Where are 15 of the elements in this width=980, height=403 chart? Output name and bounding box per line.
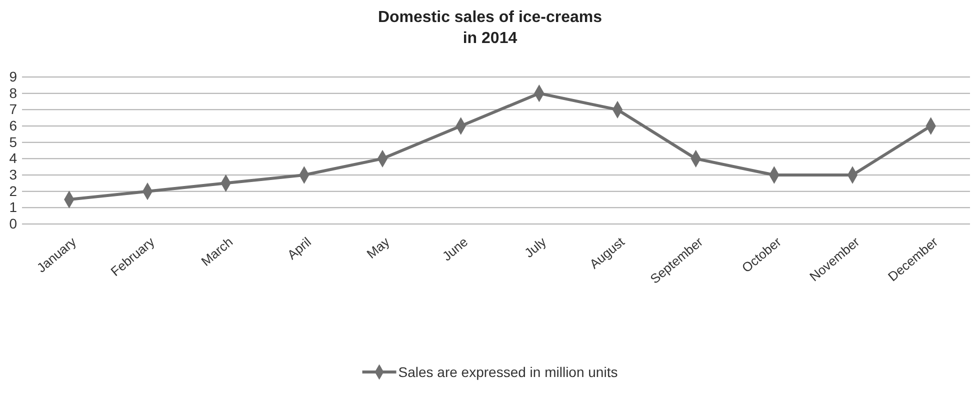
y-tick-label: 2 bbox=[9, 182, 18, 199]
legend-label: Sales are expressed in million units bbox=[398, 364, 618, 380]
chart-title: Domestic sales of ice-creams in 2014 bbox=[378, 9, 602, 47]
y-tick-label: 6 bbox=[9, 117, 18, 134]
y-tick-label: 8 bbox=[9, 84, 18, 101]
x-tick-label: May bbox=[364, 234, 393, 262]
y-tick-label: 4 bbox=[9, 150, 18, 166]
y-tick-label: 0 bbox=[9, 215, 18, 232]
y-tick-label: 1 bbox=[9, 199, 18, 216]
x-tick-label: July bbox=[522, 234, 550, 261]
x-tick-label: June bbox=[439, 234, 471, 264]
y-tick-label: 7 bbox=[9, 101, 18, 118]
y-tick-label: 5 bbox=[9, 134, 18, 150]
y-tick-label: 9 bbox=[9, 68, 18, 84]
y-tick-label: 3 bbox=[9, 166, 18, 182]
